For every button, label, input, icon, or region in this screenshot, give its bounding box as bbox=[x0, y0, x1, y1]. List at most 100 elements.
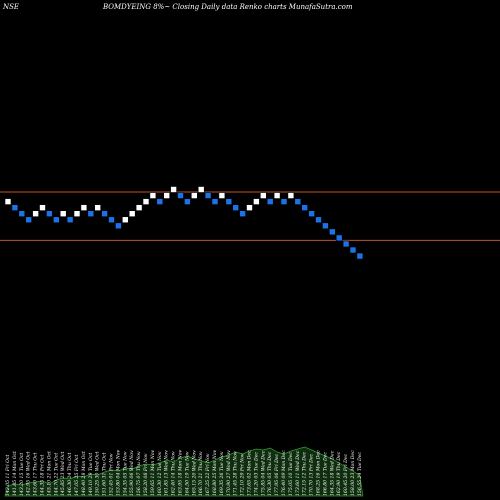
x-tick-labels: 142.05 11 Fri Oct 141.85 14 Mon Oct 143.20… bbox=[5, 449, 363, 496]
x-tick-label: 144.70 22 Tue Oct bbox=[53, 453, 59, 496]
renko-brick-down bbox=[108, 216, 115, 224]
renko-brick-down bbox=[294, 198, 302, 205]
renko-brick-down bbox=[349, 246, 357, 254]
x-tick-label: 169.35 26 Tue Nov bbox=[219, 451, 225, 496]
renko-brick-up bbox=[94, 204, 101, 211]
renko-brick-down bbox=[204, 192, 212, 199]
x-tick-label: 142.05 11 Fri Oct bbox=[5, 455, 11, 496]
renko-brick-up bbox=[246, 204, 253, 211]
x-tick-label: 147.05 25 Fri Oct bbox=[74, 455, 80, 496]
renko-brick-up bbox=[59, 210, 67, 217]
renko-brick-up bbox=[128, 210, 136, 217]
renko-brick-down bbox=[315, 216, 322, 224]
x-tick-label: 143.20 15 Tue Oct bbox=[19, 453, 25, 496]
renko-brick-up bbox=[80, 204, 88, 211]
renko-brick-down bbox=[101, 210, 108, 217]
renko-brick-up bbox=[191, 192, 198, 199]
renko-bricks bbox=[4, 186, 364, 260]
x-tick-label: 153.80 04 Mon Nov bbox=[115, 449, 121, 496]
renko-brick-down bbox=[239, 210, 246, 217]
x-tick-label: 176.40 09 Mon Dec bbox=[281, 450, 287, 496]
x-tick-label: 148.40 28 Mon Oct bbox=[81, 451, 87, 496]
x-tick-label: 161.85 13 Wed Nov bbox=[164, 450, 170, 496]
horizontal-lines bbox=[0, 191, 500, 241]
x-tick-label: 173.60 11 Wed Dec bbox=[295, 450, 301, 496]
x-tick-label: 155.90 06 Wed Nov bbox=[129, 450, 135, 496]
renko-brick-down bbox=[232, 204, 239, 211]
x-tick-label: 151.60 31 Thu Oct bbox=[102, 452, 108, 496]
x-tick-label: 145.85 23 Wed Oct bbox=[60, 451, 66, 496]
renko-brick-down bbox=[356, 252, 364, 260]
x-tick-label: 160.45 20 Fri Dec bbox=[343, 453, 349, 496]
volume-area bbox=[4, 446, 364, 497]
renko-brick-up bbox=[163, 192, 170, 199]
renko-brick-down bbox=[335, 234, 343, 242]
x-tick-label: 166.80 17 Tue Dec bbox=[322, 452, 328, 496]
renko-brick-down bbox=[342, 240, 350, 248]
renko-brick-up bbox=[197, 186, 205, 193]
x-tick-label: 149.10 29 Tue Oct bbox=[88, 453, 94, 496]
x-tick-label: 165.15 20 Wed Nov bbox=[191, 450, 197, 496]
x-tick-label: 156.75 07 Thu Nov bbox=[136, 451, 142, 496]
x-tick-label: 164.50 19 Tue Nov bbox=[184, 451, 190, 496]
renko-brick-up bbox=[122, 216, 129, 224]
renko-brick-down bbox=[177, 192, 184, 199]
x-tick-label: 173.65 02 Mon Dec bbox=[247, 450, 253, 496]
renko-brick-down bbox=[225, 198, 233, 205]
x-tick-label: 145.10 21 Mon Oct bbox=[46, 451, 52, 496]
renko-brick-up bbox=[4, 198, 12, 205]
x-tick-label: 168.25 16 Mon Dec bbox=[316, 450, 322, 496]
renko-brick-up bbox=[259, 192, 267, 199]
x-tick-label: 162.90 19 Thu Dec bbox=[336, 451, 342, 496]
renko-brick-up bbox=[170, 186, 177, 193]
renko-brick-down bbox=[156, 198, 164, 205]
x-tick-label: 177.95 06 Fri Dec bbox=[274, 453, 280, 496]
renko-brick-up bbox=[218, 192, 226, 199]
x-tick-label: 176.30 05 Thu Dec bbox=[267, 451, 273, 496]
x-tick-label: 144.35 18 Fri Oct bbox=[40, 455, 46, 496]
x-tick-label: 172.15 12 Thu Dec bbox=[302, 451, 308, 496]
x-tick-label: 175.85 04 Wed Dec bbox=[260, 450, 266, 496]
x-tick-label: 159.65 11 Mon Nov bbox=[150, 449, 156, 496]
renko-brick-down bbox=[46, 210, 53, 217]
x-tick-label: 174.20 03 Tue Dec bbox=[253, 452, 259, 496]
renko-brick-down bbox=[184, 198, 191, 205]
renko-brick-up bbox=[135, 204, 143, 211]
renko-brick-down bbox=[115, 222, 122, 230]
renko-brick-down bbox=[301, 204, 309, 211]
renko-brick-down bbox=[52, 216, 60, 224]
x-tick-label: 171.45 28 Thu Nov bbox=[233, 451, 239, 496]
renko-brick-down bbox=[280, 198, 288, 205]
x-tick-label: 164.35 18 Wed Dec bbox=[329, 450, 335, 496]
x-tick-label: 143.60 17 Thu Oct bbox=[33, 452, 39, 496]
x-tick-label: 166.70 21 Thu Nov bbox=[198, 451, 204, 496]
volume-area-path bbox=[4, 446, 364, 497]
renko-brick-up bbox=[142, 198, 150, 205]
x-tick-label: 162.40 14 Thu Nov bbox=[171, 451, 177, 496]
x-tick-label: 158.20 08 Fri Nov bbox=[143, 453, 149, 496]
x-tick-label: 156.55 24 Tue Dec bbox=[357, 452, 363, 496]
renko-brick-down bbox=[87, 210, 95, 217]
x-tick-label: 150.25 30 Wed Oct bbox=[95, 451, 101, 496]
renko-brick-down bbox=[322, 222, 329, 230]
x-tick-label: 168.80 25 Mon Nov bbox=[212, 449, 218, 496]
renko-brick-up bbox=[39, 204, 46, 211]
chart-title: BOMDYEING 8%~ Closing Daily data Renko c… bbox=[102, 3, 353, 11]
x-tick-label: 170.70 13 Fri Dec bbox=[309, 453, 315, 496]
x-tick-label: 175.05 10 Tue Dec bbox=[288, 452, 294, 496]
exchange-label: NSE bbox=[2, 3, 19, 11]
renko-brick-up bbox=[287, 192, 295, 199]
x-tick-label: 160.30 12 Tue Nov bbox=[157, 451, 163, 496]
x-tick-label: 154.35 05 Tue Nov bbox=[122, 451, 128, 496]
x-tick-label: 142.95 16 Wed Oct bbox=[26, 451, 32, 496]
renko-brick-down bbox=[18, 210, 26, 217]
x-tick-label: 167.25 22 Fri Nov bbox=[205, 453, 211, 496]
renko-brick-down bbox=[211, 198, 219, 205]
renko-brick-down bbox=[66, 216, 74, 224]
renko-brick-down bbox=[266, 198, 274, 205]
x-tick-label: 141.85 14 Mon Oct bbox=[12, 451, 18, 496]
renko-brick-up bbox=[32, 210, 39, 217]
renko-brick-up bbox=[73, 210, 81, 217]
